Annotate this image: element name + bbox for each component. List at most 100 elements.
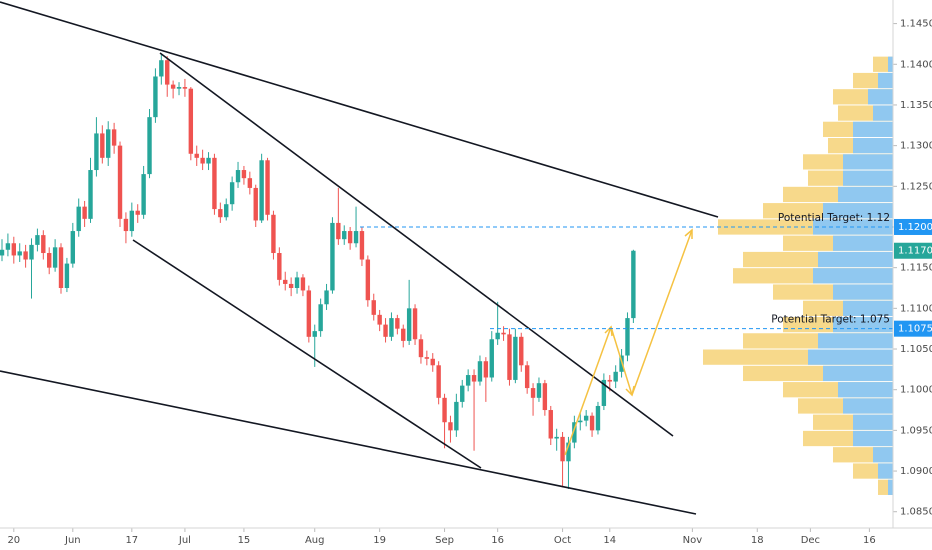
candle-body [501,332,506,335]
candle-body [353,231,359,244]
trend-line [132,239,482,469]
candle-body [123,218,129,232]
candle-body [448,422,453,431]
drawings [0,1,719,515]
x-tick-label: Sep [435,535,454,546]
candle-body [70,231,76,264]
volume-bar-inner [873,447,893,463]
y-tick-label: 1.12500 [900,181,932,192]
trend-line [0,370,697,515]
axes: 1.08500 1.09000 1.09500 1.10000 1.10500 1.110… [7,19,932,546]
candle-body [489,339,494,378]
candle-body [129,210,135,232]
candle-body [100,133,105,158]
y-tick-label: 1.14500 [900,19,932,30]
volume-bar-inner [813,268,893,284]
trend-line [159,52,674,437]
candle-body [595,405,601,431]
x-tick-label: Jun [64,535,81,546]
volume-bar-inner [823,203,893,219]
candle-body [277,253,282,280]
x-tick-label: 14 [603,535,616,546]
candle-body [82,206,87,219]
volume-bar-inner [838,186,893,203]
candle-body [554,436,559,439]
candle-body [377,314,382,325]
y-tick-label: 1.13000 [900,141,932,152]
candle-body [294,277,300,288]
arrow-head [625,385,635,397]
candle-body [253,187,258,221]
x-tick-label: Oct [554,535,571,546]
candle-body [241,170,247,179]
candle-body [17,251,22,256]
candle-body [283,279,288,284]
volume-bar-inner [838,382,893,398]
price-label: 1.12000 [898,222,932,233]
candle-body [347,231,353,244]
candle-body [412,308,418,340]
volume-bar-inner [823,365,893,382]
candle-body [5,243,11,250]
trend-line [0,1,719,218]
candle-body [465,375,471,386]
candle-body [165,60,170,85]
candle-body [159,60,164,77]
y-tick-label: 1.10000 [900,385,932,396]
candle-body [507,334,512,380]
candle-body [147,117,152,175]
arrow-head [604,325,613,337]
candle-body [312,331,317,337]
candle-body [330,222,335,291]
candle-body [218,209,223,218]
price-label-bg [894,218,932,235]
candle-body [324,290,329,305]
annotation: Potential Target: 1.12 [778,212,890,224]
candle-body [548,410,553,439]
arrow-head [684,228,693,239]
price-label-bg [894,242,932,259]
candle-body [418,339,424,358]
candle-body [607,379,612,382]
volume-bar-inner [868,89,893,105]
candle-body [182,87,188,89]
candle-body [23,251,28,260]
candle-body [94,133,99,171]
x-tick-label: Jul [178,535,191,546]
x-tick-label: Dec [801,535,820,546]
y-tick-label: 1.09000 [900,466,932,477]
candle-body [41,235,46,254]
price-label: 1.11708 [898,246,932,257]
candle-body [601,379,607,406]
candle-body [424,357,430,359]
candle-body [64,263,70,288]
price-label: 1.10750 [898,324,932,335]
candle-body [566,442,571,462]
candle-body [29,244,34,260]
candle-body [170,84,176,89]
x-tick-label: 17 [125,535,138,546]
candle-body [188,88,194,154]
y-tick-label: 1.08500 [900,507,932,518]
candle-body [536,383,542,398]
y-tick-label: 1.14000 [900,59,932,70]
candle-body [613,371,618,382]
overlay: 1.12000 1.10750 1.11708 Potential Target: 1… [360,212,932,337]
x-tick-label: 19 [373,535,386,546]
candle-body [471,375,477,382]
candle-body [383,324,388,337]
volume-bar-inner [853,430,893,447]
candle-body [365,259,371,301]
candle-body [106,129,111,158]
candle-body [430,358,435,366]
candle-body [589,415,595,431]
candle-body [259,160,264,221]
candle-body [288,283,294,288]
x-tick-label: Nov [683,535,703,546]
candle-body [524,365,530,389]
volume-bar-inner [888,479,893,495]
candle-body [583,415,589,421]
candle-body [153,76,158,118]
volume-bar-inner [818,251,893,268]
